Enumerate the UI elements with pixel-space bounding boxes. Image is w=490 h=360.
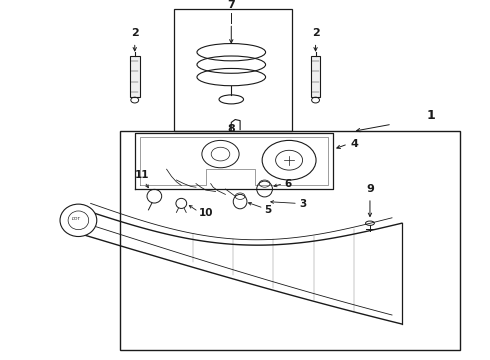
Bar	[174, 9, 292, 131]
Text: 2: 2	[312, 28, 319, 38]
Text: 7: 7	[227, 0, 235, 10]
Text: 5: 5	[265, 204, 272, 215]
Text: DOT: DOT	[72, 216, 80, 221]
Ellipse shape	[60, 204, 97, 237]
Text: 10: 10	[198, 208, 213, 218]
Text: 1: 1	[427, 109, 436, 122]
Text: 9: 9	[366, 184, 374, 194]
Bar	[130, 56, 140, 97]
Text: 6: 6	[284, 179, 292, 189]
Text: 2: 2	[131, 28, 139, 38]
Text: 8: 8	[227, 124, 235, 134]
Bar	[311, 56, 320, 97]
Text: 3: 3	[299, 199, 306, 210]
Text: 4: 4	[350, 139, 358, 149]
Bar	[120, 131, 460, 350]
Text: 11: 11	[135, 170, 149, 180]
